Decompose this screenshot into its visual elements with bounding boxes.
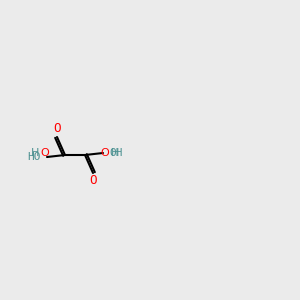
Text: O: O [40, 148, 50, 158]
Text: O: O [89, 175, 97, 188]
Text: OH: OH [109, 148, 122, 158]
Text: H: H [111, 148, 119, 158]
Text: HO: HO [28, 152, 41, 162]
Text: H: H [31, 148, 39, 158]
Text: O: O [53, 122, 61, 136]
Text: O: O [100, 148, 109, 158]
